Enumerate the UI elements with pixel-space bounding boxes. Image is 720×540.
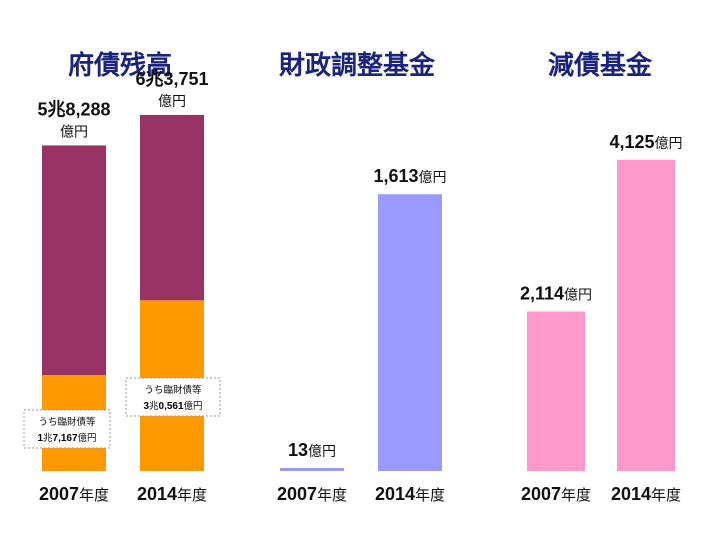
note-line2-2-part-2: 0,561 [159, 401, 184, 412]
note-line2-1: 1兆7,167億円 [37, 432, 96, 444]
category-label-3-1: 2007年度 [521, 484, 591, 504]
category-label-2-2-part-0: 2014 [375, 484, 415, 504]
value-label-2-1-part-0: 13 [288, 440, 308, 460]
note-line2-1-part-2: 7,167 [53, 433, 78, 444]
value-label-3-2-part-1: 億円 [655, 136, 683, 152]
note-line1-2-part-0: うち臨財債等 [144, 384, 202, 396]
chart-title-2: 財政調整基金 [279, 50, 436, 81]
value-label-2-1: 13億円 [288, 440, 336, 460]
value-label-2-2-part-1: 億円 [419, 170, 447, 186]
value-label-2-2-part-0: 1,613 [373, 166, 418, 186]
category-label-3-2: 2014年度 [611, 484, 681, 504]
bar-1-1-segment-2 [42, 145, 106, 376]
note-line2-2-part-0: 3 [143, 401, 149, 412]
note-line1-2: うち臨財債等 [144, 384, 202, 396]
category-label-1-2: 2014年度 [137, 484, 207, 504]
category-label-3-1-part-0: 2007 [521, 484, 561, 504]
value-label-2-1-part-1: 億円 [308, 444, 336, 460]
value-label-3-2: 4,125億円 [609, 132, 682, 152]
category-label-3-2-part-0: 2014 [611, 484, 651, 504]
note-line2-2: 3兆0,561億円 [143, 400, 202, 412]
value-label-3-1-part-0: 2,114 [520, 284, 564, 304]
category-label-2-1-part-0: 2007 [277, 484, 317, 504]
value-label-3-1: 2,114億円 [520, 284, 592, 304]
value-label-unit-1-2: 億円 [158, 94, 186, 110]
chart-title-3: 減債基金 [548, 50, 653, 81]
note-line2-2-part-1: 兆 [149, 401, 159, 412]
bar-1-2-segment-2 [140, 114, 204, 301]
bar-2-1 [280, 468, 344, 471]
value-label-3-1-part-1: 億円 [564, 288, 592, 304]
bar-3-2 [617, 159, 675, 471]
bar-2-2 [378, 194, 442, 471]
category-label-1-2-part-1: 年度 [177, 486, 207, 504]
category-label-2-2-part-1: 年度 [415, 486, 445, 504]
value-label-unit-1-1: 億円 [60, 124, 88, 140]
note-line2-1-part-1: 兆 [43, 433, 53, 444]
value-label-unit-1-1-part-0: 億円 [60, 124, 88, 140]
value-label-unit-1-2-part-0: 億円 [158, 94, 186, 110]
value-label-2-2: 1,613億円 [373, 166, 446, 186]
note-line2-2-part-3: 億円 [184, 400, 203, 412]
value-label-1-2: 6兆3,751 [135, 69, 208, 89]
category-label-1-1: 2007年度 [39, 484, 109, 504]
category-label-1-1-part-1: 年度 [79, 486, 109, 504]
note-line2-1-part-3: 億円 [78, 432, 97, 444]
category-label-1-2-part-0: 2014 [137, 484, 177, 504]
value-label-1-1: 5兆8,288 [37, 99, 110, 119]
category-label-2-1: 2007年度 [277, 484, 347, 504]
category-label-2-2: 2014年度 [375, 484, 445, 504]
chart-title-1: 府債残高 [68, 50, 172, 81]
note-line1-1-part-0: うち臨財債等 [38, 416, 96, 428]
category-label-1-1-part-0: 2007 [39, 484, 79, 504]
bar-3-1 [527, 311, 585, 471]
category-label-3-2-part-1: 年度 [651, 486, 681, 504]
value-label-3-2-part-0: 4,125 [609, 132, 654, 152]
category-label-3-1-part-1: 年度 [561, 486, 591, 504]
value-label-1-2-part-0: 6兆3,751 [135, 69, 208, 89]
note-box-2 [125, 377, 221, 417]
value-label-1-1-part-0: 5兆8,288 [37, 99, 110, 119]
note-box-1 [23, 409, 111, 449]
category-label-2-1-part-1: 年度 [317, 486, 347, 504]
note-line2-1-part-0: 1 [37, 433, 43, 444]
note-line1-1: うち臨財債等 [38, 416, 96, 428]
